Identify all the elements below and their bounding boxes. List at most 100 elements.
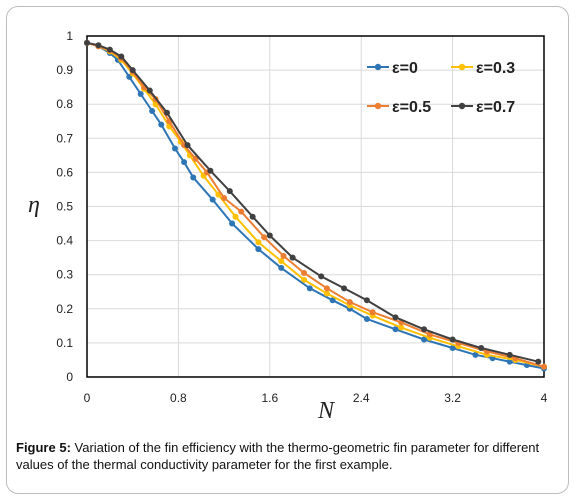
data-point	[363, 316, 370, 323]
data-point	[392, 314, 399, 321]
data-point	[261, 234, 268, 241]
y-tick-label: 0.6	[56, 165, 73, 179]
legend-label: ε=0.5	[392, 99, 431, 116]
legend-label: ε=0.3	[476, 60, 515, 77]
legend-item: ε=0.5	[367, 99, 431, 116]
series-line	[86, 41, 545, 368]
chart: 0 0.1 0.2 0.3 0.4 0.5 0.6 0.7 0.8 0.9 1 0 0.8 1.6 2.4 3…	[28, 29, 548, 424]
data-point	[266, 232, 273, 239]
data-point	[341, 285, 348, 292]
data-point	[306, 285, 313, 292]
data-point	[301, 276, 308, 283]
data-point	[278, 258, 285, 265]
data-point	[301, 269, 308, 276]
plot-area	[86, 35, 545, 378]
x-tick-label: 3.2	[444, 391, 461, 405]
data-point	[221, 194, 228, 201]
legend-swatch-marker	[458, 102, 466, 110]
y-tick-label: 0.3	[56, 268, 73, 282]
y-tick-label: 0.5	[56, 200, 73, 214]
data-point	[392, 326, 399, 333]
y-tick-label: 1	[66, 29, 73, 43]
data-point	[329, 297, 336, 304]
data-point	[190, 174, 197, 181]
x-tick-label: 1.6	[261, 391, 278, 405]
legend-swatch-marker	[374, 63, 382, 71]
legend: ε=0 ε=0.3 ε=0.5 ε=0.7	[367, 60, 515, 116]
y-tick-label: 0.1	[56, 336, 73, 350]
data-point	[238, 208, 245, 215]
data-point	[137, 90, 144, 97]
gridlines	[86, 35, 545, 378]
figure-caption: Figure 5: Variation of the fin efficienc…	[16, 439, 561, 473]
series-3	[84, 39, 542, 365]
data-point	[449, 345, 456, 352]
legend-label: ε=0	[392, 60, 418, 77]
series-line	[86, 41, 539, 363]
series-0	[84, 39, 547, 372]
series-2	[84, 39, 547, 370]
data-point	[289, 254, 296, 261]
data-point	[207, 167, 214, 174]
data-point	[226, 188, 233, 195]
data-point	[506, 351, 513, 358]
series-1	[84, 39, 547, 370]
figure-frame	[6, 6, 569, 494]
data-point	[369, 309, 376, 316]
data-point	[255, 246, 262, 253]
data-point	[472, 351, 479, 358]
data-point	[449, 336, 456, 343]
legend-item: ε=0.3	[451, 60, 515, 77]
tick-labels: 0 0.1 0.2 0.3 0.4 0.5 0.6 0.7 0.8 0.9 1 0 0.8 1.6 2.4 3…	[56, 29, 547, 405]
x-tick-label: 2.4	[353, 391, 370, 405]
data-point	[229, 220, 236, 227]
data-point	[158, 121, 165, 128]
x-axis-title: N	[317, 398, 336, 424]
x-tick-label: 4	[541, 391, 548, 405]
data-point	[280, 252, 287, 259]
data-point	[363, 297, 370, 304]
data-point	[95, 42, 102, 49]
series-layer	[84, 39, 547, 372]
data-point	[323, 290, 330, 297]
x-tick-label: 0	[84, 391, 91, 405]
data-point	[146, 87, 153, 94]
y-tick-label: 0.2	[56, 302, 73, 316]
data-point	[478, 345, 485, 352]
data-point	[249, 213, 256, 220]
x-tick-label: 0.8	[170, 391, 187, 405]
series-line	[86, 41, 545, 368]
data-point	[346, 298, 353, 305]
y-tick-label: 0.7	[56, 131, 73, 145]
data-point	[278, 264, 285, 271]
legend-item: ε=0	[367, 60, 418, 77]
y-tick-label: 0	[66, 370, 73, 384]
data-point	[232, 213, 239, 220]
data-point	[84, 39, 90, 46]
data-point	[106, 46, 113, 53]
y-tick-label: 0.9	[56, 63, 73, 77]
data-point	[541, 363, 547, 370]
legend-item: ε=0.7	[451, 99, 515, 116]
series-line	[86, 41, 545, 370]
data-point	[149, 108, 156, 115]
data-point	[209, 196, 216, 203]
data-point	[163, 109, 170, 116]
data-point	[171, 145, 178, 152]
data-point	[398, 324, 405, 331]
data-point	[421, 336, 428, 343]
data-point	[535, 358, 542, 365]
y-tick-label: 0.4	[56, 234, 73, 248]
legend-label: ε=0.7	[476, 99, 515, 116]
y-tick-label: 0.8	[56, 97, 73, 111]
data-point	[184, 142, 191, 149]
y-axis-title: η	[28, 192, 40, 218]
data-point	[181, 159, 188, 166]
legend-swatch-marker	[374, 102, 382, 110]
data-point	[421, 326, 428, 333]
caption-text: Variation of the fin efficiency with the…	[16, 440, 540, 472]
data-point	[118, 53, 125, 60]
legend-swatch-marker	[458, 63, 466, 71]
data-point	[129, 67, 136, 74]
data-point	[323, 285, 330, 292]
